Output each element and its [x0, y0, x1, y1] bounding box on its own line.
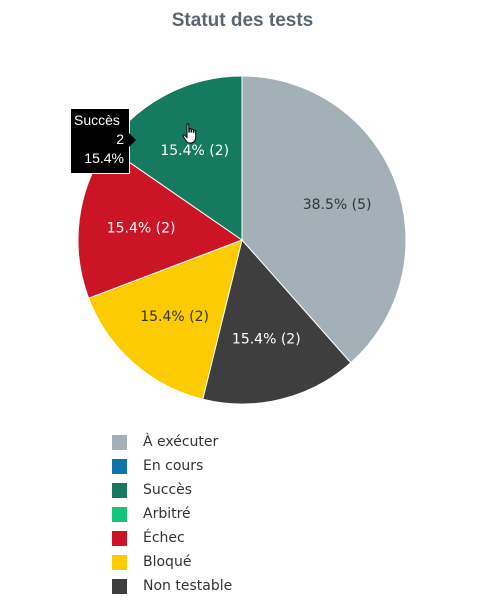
slice-label-echec: 15.4% (2) [107, 221, 176, 237]
pie-slice-non-testable[interactable] [202, 238, 352, 405]
legend-swatch [112, 434, 127, 450]
tooltip-count: 2 [116, 131, 124, 147]
legend-swatch [112, 458, 127, 474]
chart-title: Statut des tests [171, 10, 314, 31]
legend-label: Bloqué [143, 554, 192, 570]
slice-label-succes: 15.4% (2) [160, 143, 229, 159]
legend-label: À exécuter [143, 434, 219, 450]
legend-item-en-cours[interactable]: En cours [112, 454, 362, 478]
legend-item-non-testable[interactable]: Non testable [112, 574, 362, 598]
legend-swatch [112, 578, 127, 594]
pie-slice-bloque[interactable] [88, 239, 243, 400]
slice-label-bloque: 15.4% (2) [140, 309, 209, 325]
slice-label-a-executer: 38.5% (5) [303, 197, 372, 213]
legend-swatch [112, 506, 127, 522]
legend-item-bloque[interactable]: Bloqué [112, 550, 362, 574]
legend-label: Échec [143, 530, 185, 546]
hand-pointer-icon [182, 123, 197, 144]
tooltip-series-name: Succès [74, 112, 120, 128]
tooltip-percent: 15.4% [84, 150, 124, 166]
legend-swatch [112, 482, 127, 498]
legend-swatch [112, 530, 127, 546]
legend-label: Succès [143, 482, 193, 498]
pie-slice-a-executer[interactable] [241, 75, 407, 364]
legend-label: Non testable [143, 578, 233, 594]
legend-item-succes[interactable]: Succès [112, 478, 362, 502]
legend-label: En cours [143, 458, 204, 474]
tooltip: Succès 2 15.4% [70, 108, 136, 174]
pie-chart: 38.5% (5) 15.4% (2) 15.4% (2) 15.4% (2) 15.4… [77, 75, 407, 405]
legend-swatch [112, 554, 127, 570]
legend-item-arbitre[interactable]: Arbitré [112, 502, 362, 526]
legend-item-echec[interactable]: Échec [112, 526, 362, 550]
legend: À exécuter En cours Succès Arbitré Échec Bloq… [112, 430, 362, 598]
slice-label-non-testable: 15.4% (2) [232, 332, 301, 348]
legend-item-a-executer[interactable]: À exécuter [112, 430, 362, 454]
legend-label: Arbitré [143, 506, 191, 522]
